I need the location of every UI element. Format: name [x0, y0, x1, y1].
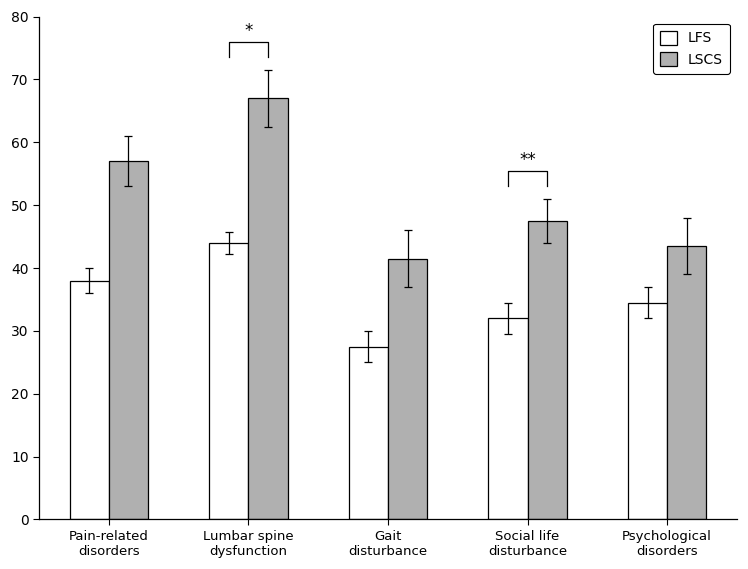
Legend: LFS, LSCS: LFS, LSCS: [653, 23, 730, 74]
Bar: [70, 281, 109, 519]
Bar: [628, 303, 667, 519]
Bar: [349, 347, 388, 519]
Bar: [667, 246, 706, 519]
Bar: [209, 243, 248, 519]
Bar: [488, 318, 527, 519]
Bar: [109, 161, 148, 519]
Bar: [388, 259, 427, 519]
Bar: [248, 98, 287, 519]
Bar: [527, 221, 567, 519]
Text: **: **: [519, 151, 536, 169]
Text: *: *: [245, 22, 253, 40]
